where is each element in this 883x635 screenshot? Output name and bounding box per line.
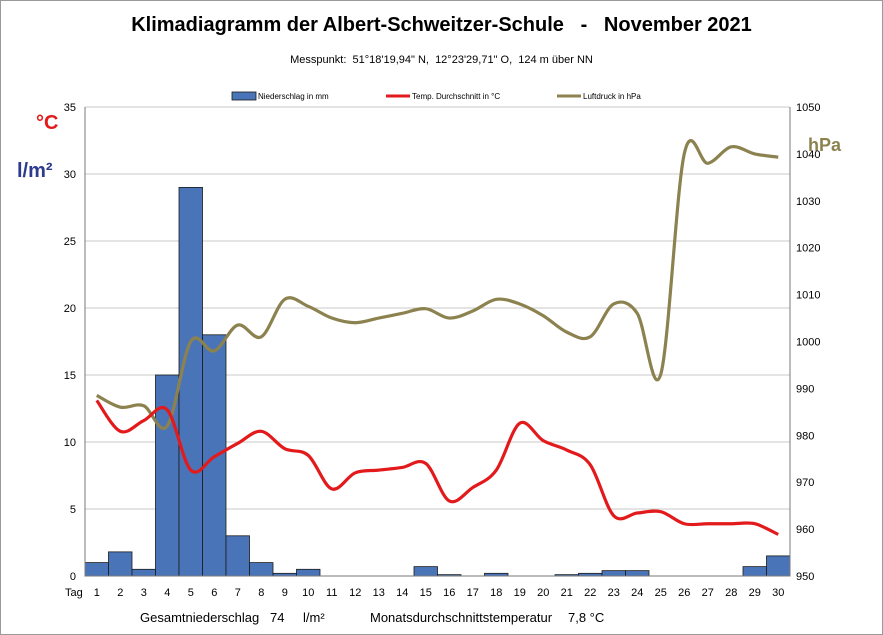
x-tick-label: 17 — [467, 587, 479, 599]
chart-title: Klimadiagramm der Albert-Schweitzer-Schu… — [131, 14, 752, 36]
pressure-line — [95, 139, 779, 430]
x-tick-label: 12 — [349, 587, 361, 599]
right-tick-label: 970 — [796, 477, 814, 489]
left-tick-label: 30 — [64, 169, 76, 181]
left-tick-label: 0 — [70, 571, 76, 583]
legend-label: Luftdruck in hPa — [583, 92, 641, 101]
x-tick-label: 28 — [725, 587, 737, 599]
left-tick-label: 20 — [64, 303, 76, 315]
temperature-line — [95, 399, 779, 536]
precip-bar — [766, 555, 791, 577]
x-tick-label: 2 — [117, 587, 123, 599]
x-tick-label: 19 — [514, 587, 526, 599]
x-tick-label: 29 — [749, 587, 761, 599]
right-tick-label: 1000 — [796, 337, 820, 349]
x-tick-label: 3 — [141, 587, 147, 599]
x-tick-label: 22 — [584, 587, 596, 599]
x-tick-label: 6 — [211, 587, 217, 599]
right-tick-label: 1040 — [796, 149, 820, 161]
data-lines — [95, 139, 779, 536]
precip-unit-label: l/m² — [17, 160, 53, 182]
x-tick-label: 10 — [302, 587, 314, 599]
total-precip-value: 74 — [270, 610, 285, 625]
left-tick-label: 25 — [64, 236, 76, 248]
x-tick-label: 25 — [655, 587, 667, 599]
total-precip-unit: l/m² — [303, 610, 325, 625]
pressure-unit-label: hPa — [808, 135, 842, 155]
x-tick-label: 8 — [258, 587, 264, 599]
x-tick-label: 13 — [373, 587, 385, 599]
right-tick-label: 980 — [796, 430, 814, 442]
x-tick-label: 18 — [490, 587, 502, 599]
right-tick-label: 990 — [796, 383, 814, 395]
precip-bar — [108, 551, 133, 577]
x-tick-label: 27 — [702, 587, 714, 599]
legend-label: Temp. Durchschnitt in °C — [412, 92, 500, 101]
x-tick-label: 26 — [678, 587, 690, 599]
x-tick-label: 16 — [443, 587, 455, 599]
x-tick-label: 20 — [537, 587, 549, 599]
x-tick-label: 14 — [396, 587, 408, 599]
precip-bar — [84, 562, 109, 577]
left-tick-label: 35 — [64, 102, 76, 114]
x-tick-label: 7 — [235, 587, 241, 599]
avg-temp-value: 7,8 °C — [568, 610, 605, 625]
right-tick-label: 1010 — [796, 290, 820, 302]
precipitation-bars — [84, 186, 791, 577]
precip-bar — [225, 535, 250, 577]
precip-bar — [625, 570, 650, 577]
precip-bar — [178, 186, 203, 577]
legend-label: Niederschlag in mm — [258, 92, 329, 101]
left-tick-label: 5 — [70, 504, 76, 516]
precip-bar — [601, 570, 626, 577]
x-tick-label: 1 — [94, 587, 100, 599]
precip-bar — [296, 568, 321, 577]
axes: 0510152025303595096097098099010001010102… — [64, 102, 821, 599]
x-tick-label: 23 — [608, 587, 620, 599]
precip-bar — [413, 566, 438, 577]
x-axis-label: Tag — [65, 587, 83, 599]
precip-bar — [249, 562, 274, 577]
left-tick-label: 10 — [64, 437, 76, 449]
left-tick-label: 15 — [64, 370, 76, 382]
x-tick-label: 24 — [631, 587, 643, 599]
x-tick-label: 15 — [420, 587, 432, 599]
total-precip-label: Gesamtniederschlag — [140, 610, 260, 625]
right-tick-label: 1030 — [796, 196, 820, 208]
precip-bar — [742, 566, 767, 577]
precip-bar — [131, 568, 156, 577]
x-tick-label: 9 — [282, 587, 288, 599]
celsius-unit-label: °C — [36, 112, 59, 134]
right-tick-label: 1020 — [796, 243, 820, 255]
legend: Niederschlag in mm Temp. Durchschnitt in … — [231, 91, 641, 101]
x-tick-label: 30 — [772, 587, 784, 599]
legend-swatch-precip — [231, 91, 257, 101]
right-tick-label: 960 — [796, 524, 814, 536]
right-tick-label: 1050 — [796, 102, 820, 114]
x-tick-label: 4 — [164, 587, 170, 599]
chart-subtitle: Messpunkt: 51°18'19,94" N, 12°23'29,71" … — [290, 54, 593, 66]
right-tick-label: 950 — [796, 571, 814, 583]
x-tick-label: 11 — [326, 587, 337, 599]
avg-temp-label: Monatsdurchschnittstemperatur — [370, 610, 553, 625]
x-tick-label: 21 — [561, 587, 573, 599]
x-tick-label: 5 — [188, 587, 194, 599]
